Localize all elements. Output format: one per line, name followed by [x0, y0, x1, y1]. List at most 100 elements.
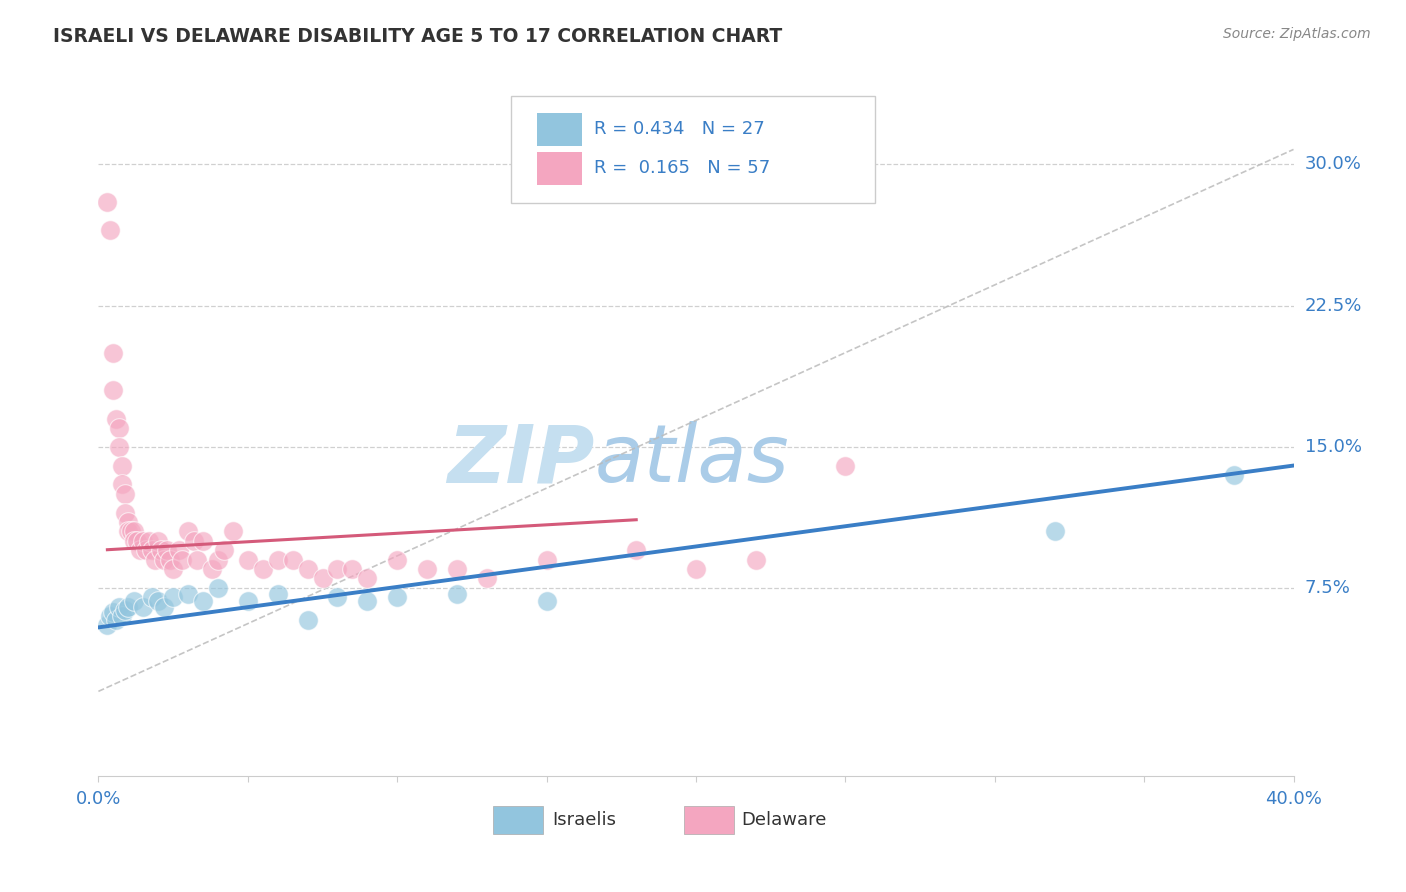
Point [141, 543, 163, 558]
Point [385, 591, 409, 605]
Point [252, 562, 274, 576]
Point [156, 543, 179, 558]
Point [148, 533, 170, 548]
Point [124, 524, 146, 539]
Point [105, 613, 128, 627]
Point [117, 524, 139, 539]
Point [153, 552, 176, 566]
Point [475, 571, 498, 585]
Point [446, 586, 468, 600]
Text: atlas: atlas [595, 421, 789, 500]
Point [124, 533, 146, 548]
Point [297, 613, 319, 627]
Point [536, 594, 558, 608]
Point [132, 533, 155, 548]
Point [127, 533, 149, 548]
Point [129, 543, 152, 558]
Bar [494, 805, 543, 834]
Point [162, 562, 184, 576]
Point [416, 562, 439, 576]
Point [356, 571, 378, 585]
FancyBboxPatch shape [510, 96, 875, 202]
Point [117, 515, 139, 529]
Text: 15.0%: 15.0% [1305, 438, 1361, 456]
Point [96, 195, 118, 210]
Point [201, 562, 224, 576]
Text: ZIP: ZIP [447, 421, 595, 500]
Point [111, 609, 134, 624]
Point [96, 618, 118, 632]
Point [267, 586, 290, 600]
Point [172, 552, 194, 566]
Point [103, 384, 125, 398]
Point [222, 524, 245, 539]
Point [446, 562, 468, 576]
Point [111, 477, 134, 491]
Point [162, 591, 184, 605]
Point [138, 533, 160, 548]
Point [114, 487, 136, 501]
Text: 7.5%: 7.5% [1305, 579, 1351, 597]
Point [105, 411, 128, 425]
Point [536, 552, 558, 566]
Point [297, 562, 319, 576]
Text: Delaware: Delaware [741, 811, 827, 829]
Point [326, 562, 349, 576]
Point [135, 543, 157, 558]
Point [177, 524, 200, 539]
Point [143, 552, 166, 566]
Text: ISRAELI VS DELAWARE DISABILITY AGE 5 TO 17 CORRELATION CHART: ISRAELI VS DELAWARE DISABILITY AGE 5 TO … [53, 27, 783, 45]
Point [191, 594, 214, 608]
Point [1223, 467, 1246, 482]
Point [177, 586, 200, 600]
Bar [537, 113, 582, 146]
Point [191, 533, 214, 548]
Point [186, 552, 208, 566]
Point [98, 223, 122, 237]
Point [108, 421, 131, 435]
Point [98, 609, 122, 624]
Point [103, 345, 125, 359]
Point [342, 562, 364, 576]
Point [103, 605, 125, 619]
Point [141, 591, 163, 605]
Point [385, 552, 409, 566]
Text: Israelis: Israelis [553, 811, 617, 829]
Point [745, 552, 768, 566]
Point [311, 571, 333, 585]
Text: 30.0%: 30.0% [1305, 155, 1361, 173]
Point [124, 594, 146, 608]
Point [685, 562, 707, 576]
Text: 22.5%: 22.5% [1305, 297, 1362, 315]
Point [148, 594, 170, 608]
Point [117, 599, 139, 614]
Point [159, 552, 181, 566]
Point [150, 543, 173, 558]
Text: Source: ZipAtlas.com: Source: ZipAtlas.com [1223, 27, 1371, 41]
Bar [537, 153, 582, 186]
Point [153, 599, 176, 614]
Point [1043, 524, 1066, 539]
Point [108, 599, 131, 614]
Point [114, 506, 136, 520]
Point [281, 552, 304, 566]
Point [114, 603, 136, 617]
Text: R =  0.165   N = 57: R = 0.165 N = 57 [595, 159, 770, 178]
Point [207, 581, 229, 595]
Point [356, 594, 378, 608]
Point [111, 458, 134, 473]
Bar [685, 805, 734, 834]
Text: R = 0.434   N = 27: R = 0.434 N = 27 [595, 120, 765, 138]
Point [120, 524, 142, 539]
Point [267, 552, 290, 566]
Point [236, 594, 259, 608]
Point [326, 591, 349, 605]
Point [167, 543, 190, 558]
Point [207, 552, 229, 566]
Point [183, 533, 205, 548]
Point [132, 599, 155, 614]
Point [626, 543, 648, 558]
Point [834, 458, 856, 473]
Point [108, 440, 131, 454]
Point [236, 552, 259, 566]
